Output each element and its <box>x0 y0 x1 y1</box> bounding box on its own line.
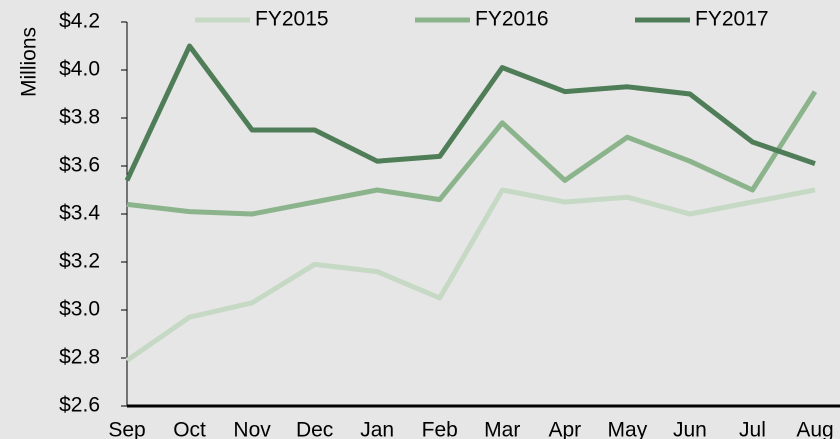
series-line <box>126 90 818 217</box>
x-tick-label: Mar <box>484 419 520 439</box>
x-tick-label: Apr <box>548 419 581 439</box>
y-tick-label: $4.2 <box>59 10 100 33</box>
y-axis-label: Millions <box>18 27 41 97</box>
legend-label: FY2016 <box>475 8 549 31</box>
legend-label: FY2015 <box>255 8 329 31</box>
y-tick-label: $2.6 <box>59 394 100 417</box>
y-tick-label: $3.2 <box>59 250 100 273</box>
y-tick-label: $3.6 <box>59 154 100 177</box>
y-tick-label: $3.8 <box>59 106 100 129</box>
x-tick-label: Dec <box>296 419 333 439</box>
x-tick-label: Jan <box>360 419 394 439</box>
x-tick-label: Nov <box>233 419 271 439</box>
legend-label: FY2017 <box>695 8 769 31</box>
x-tick-label: Jun <box>673 419 707 439</box>
series-line <box>125 187 816 363</box>
y-tick-label: $3.4 <box>59 202 100 225</box>
x-tick-label: May <box>608 419 648 439</box>
series-line <box>124 43 816 182</box>
x-tick-label: Oct <box>173 419 206 439</box>
y-tick-label: $4.0 <box>59 58 100 81</box>
y-tick-label: $3.0 <box>59 298 100 321</box>
x-tick-label: Jul <box>739 419 766 439</box>
x-tick-label: Feb <box>422 419 458 439</box>
x-tick-label: Aug <box>796 419 833 439</box>
x-tick-label: Sep <box>108 419 145 439</box>
y-tick-label: $2.8 <box>59 346 100 369</box>
